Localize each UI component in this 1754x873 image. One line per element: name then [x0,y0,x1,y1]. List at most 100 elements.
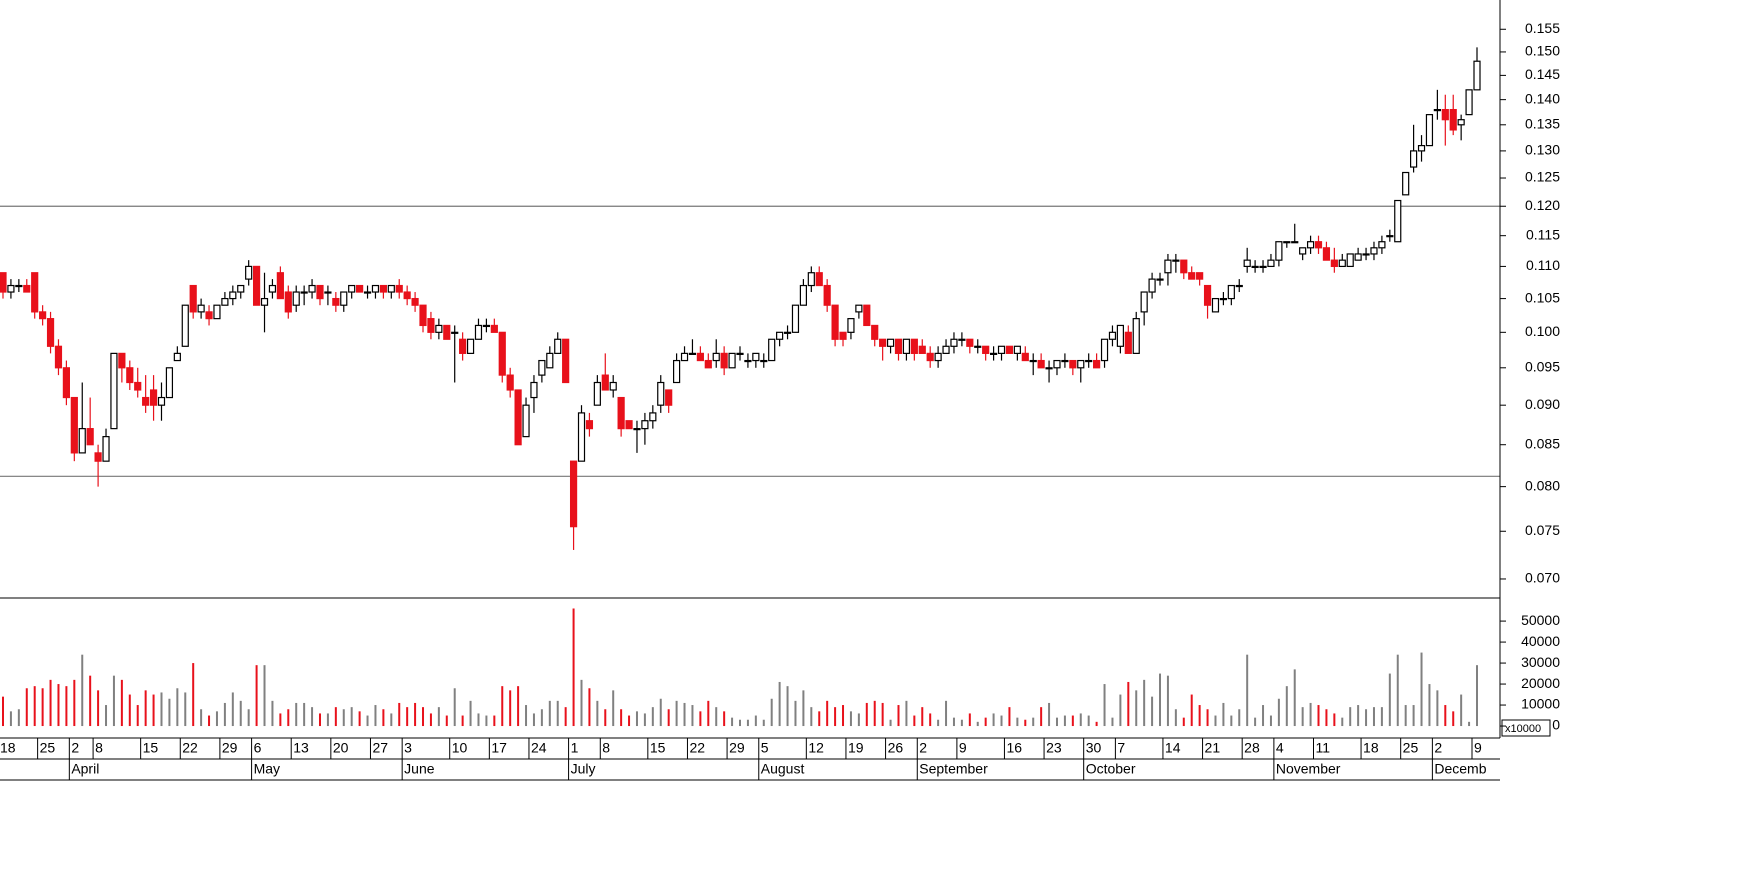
y-tick-label: 0.080 [1525,477,1560,493]
x-tick-label: 2 [919,740,927,756]
volume-bar [699,711,702,727]
volume-bar [1000,715,1003,727]
volume-bar [200,709,203,727]
volume-bar [588,688,591,727]
month-label: September [919,761,988,777]
volume-tick-label: 50000 [1521,612,1560,628]
volume-bar [643,713,646,727]
volume-bar [33,686,36,727]
axes-layer: x10000 0.070 0.075 0.080 0.085 0.090 0.095 0.1… [0,0,1560,781]
y-tick-label: 0.105 [1525,289,1560,305]
volume-bar [1262,705,1265,727]
x-tick-label: 12 [808,740,824,756]
volume-bar [1198,705,1201,727]
y-tick-label: 0.100 [1525,323,1560,339]
volume-bar [152,694,155,727]
volume-bar [556,700,559,727]
candle-body [1378,241,1386,249]
volume-bar [311,707,314,727]
candle-body [205,311,213,320]
volume-bar [1349,707,1352,727]
volume-bar [358,711,361,727]
volume-bar [247,709,250,727]
candle-body [482,324,491,328]
candle-body [760,359,768,363]
volume-bar [398,702,401,727]
x-tick-label: 20 [333,740,349,756]
volume-bar [937,719,940,727]
candle-body [435,324,443,333]
month-label: May [254,761,280,777]
candle-body [229,291,237,300]
volume-bar [350,707,353,727]
candle-body [1132,318,1140,354]
volume-bar [1246,654,1249,727]
candle-body [776,331,784,340]
volume-bar [192,663,195,727]
volume-bar [120,679,123,727]
candle-body [680,352,689,362]
volume-bar [1460,694,1463,727]
candle-body [696,352,704,362]
candle-body [1180,259,1188,274]
candle-body [522,404,530,438]
candle-body [39,311,47,320]
candle-body [1449,108,1457,131]
volume-bar [422,707,425,727]
candle-body [910,338,918,354]
volume-bar [208,715,211,727]
x-tick-label: 17 [491,740,507,756]
y-tick-label: 0.155 [1525,20,1560,36]
volume-bar [1396,654,1399,727]
volume-bar [73,679,76,727]
volume-bar [461,715,464,727]
volume-bar [437,707,440,727]
volume-bar [255,665,258,727]
volume-bar [1087,715,1090,727]
volume-bar [406,707,409,727]
volume-bar [57,684,60,727]
candle-body [1069,359,1077,369]
candle-body [1433,108,1441,112]
candle-body [7,284,15,293]
x-tick-label: 19 [848,740,864,756]
volume-bar [429,713,432,727]
candle-body [791,304,800,333]
volume-bar [303,702,306,727]
volume-bar [1024,719,1027,727]
candle-body [1061,359,1069,363]
y-tick-label: 0.120 [1525,197,1560,213]
volume-bar [1214,715,1217,727]
volume-bar [453,688,456,727]
candle-body [1053,359,1061,369]
volume-bar [1032,717,1035,727]
volume-bar [1182,717,1185,727]
volume-bar [445,715,448,727]
volume-bar [263,665,266,727]
volume-bar [1309,702,1312,727]
candle-body [744,359,752,363]
candle-body [1203,284,1212,306]
volume-bar [1119,694,1122,727]
volume-bar [509,690,512,727]
candle-body [823,284,831,306]
volume-bar [493,715,496,727]
candle-body [673,359,681,384]
volume-bar [1317,705,1320,727]
volume-bar [1372,707,1375,727]
candle-body [871,324,879,340]
candle-body [1322,247,1331,261]
candle-body [316,284,324,300]
candle-body [609,381,617,391]
candle-body [712,352,720,362]
volume-bar [295,702,298,727]
volume-bar [1333,713,1336,727]
volume-bar [826,700,829,727]
volume-bar [1325,709,1328,727]
volume-bar [390,713,393,727]
candle-body [284,291,292,313]
candle-body [165,367,174,399]
candle-body [427,318,435,333]
candle-body [403,291,411,300]
volume-tick-label: 30000 [1521,654,1560,670]
